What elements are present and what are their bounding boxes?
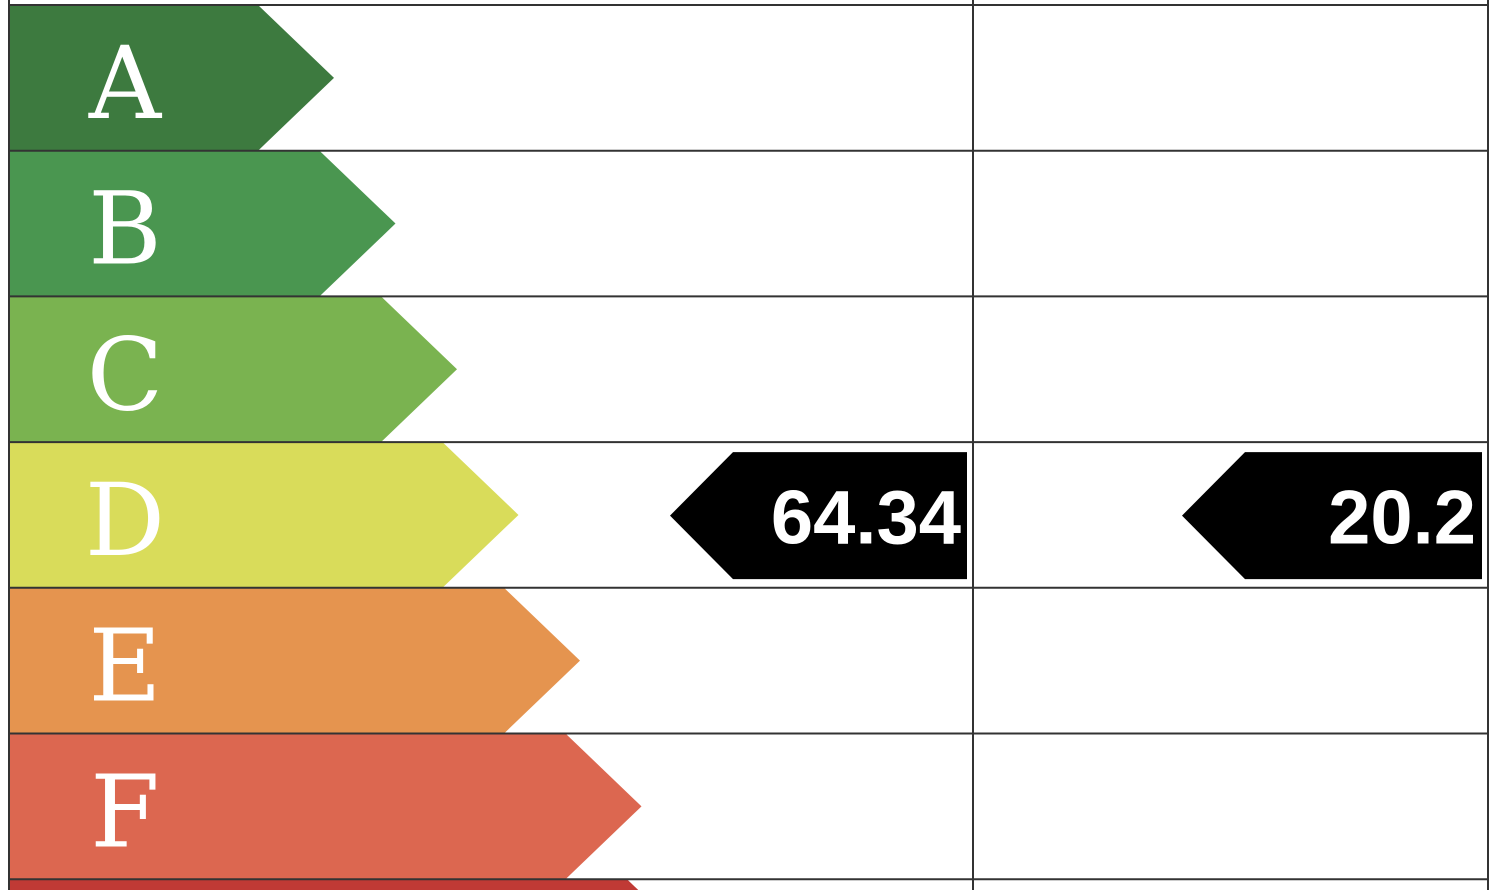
indicator-value: 20.2 (1328, 476, 1476, 561)
rating-letter: E (89, 608, 162, 725)
rating-band-f: F (9, 733, 642, 880)
rating-arrow (9, 587, 580, 734)
rating-band-b: B (9, 150, 396, 297)
table-grid (8, 0, 1489, 890)
rating-letter: A (88, 25, 163, 142)
rating-arrow (9, 296, 457, 443)
rating-arrow (9, 733, 642, 880)
rating-arrow (9, 442, 519, 588)
rating-arrow (9, 150, 396, 297)
rating-indicator-1: 64.34 (670, 452, 967, 580)
rating-letter: C (87, 316, 164, 433)
rating-band-e: E (9, 587, 580, 734)
rating-indicator-2: 20.2 (1182, 452, 1482, 580)
rating-band-a: A (9, 5, 334, 151)
rating-arrow (9, 879, 639, 890)
rating-letter: B (88, 171, 162, 288)
indicator-arrow (670, 452, 967, 580)
rating-letter: F (90, 753, 159, 870)
rating-band-g (9, 879, 639, 890)
rating-arrow (9, 5, 334, 151)
rating-letter: D (85, 462, 165, 579)
rating-band-c: C (9, 296, 457, 443)
rating-band-d: D (9, 442, 519, 588)
indicator-value: 64.34 (771, 476, 961, 561)
indicator-arrow (1182, 452, 1482, 580)
